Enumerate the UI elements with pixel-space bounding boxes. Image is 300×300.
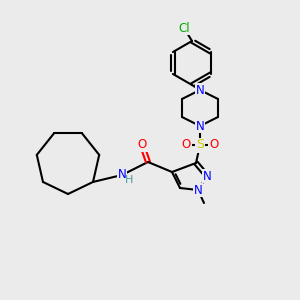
Text: N: N xyxy=(196,119,204,133)
Text: S: S xyxy=(196,139,204,152)
Text: O: O xyxy=(182,139,190,152)
Text: N: N xyxy=(194,184,202,196)
Text: O: O xyxy=(209,139,219,152)
Text: N: N xyxy=(202,169,211,182)
Text: O: O xyxy=(137,139,147,152)
Text: N: N xyxy=(118,169,126,182)
Text: Cl: Cl xyxy=(178,22,190,34)
Text: N: N xyxy=(196,83,204,97)
Text: H: H xyxy=(125,175,133,185)
